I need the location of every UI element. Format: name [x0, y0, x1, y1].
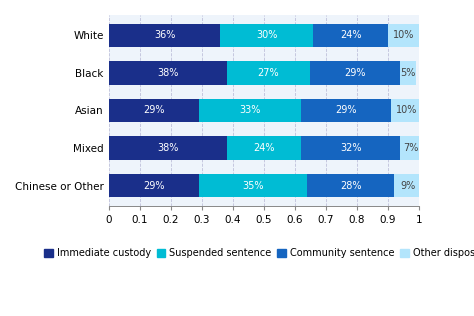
Bar [400, 137, 422, 160]
Bar [109, 174, 199, 197]
Bar [301, 99, 391, 122]
Bar [109, 24, 220, 47]
Text: 28%: 28% [340, 180, 361, 191]
Bar [109, 137, 227, 160]
Bar [313, 24, 388, 47]
Text: 29%: 29% [143, 106, 164, 115]
Text: 33%: 33% [239, 106, 261, 115]
Text: 38%: 38% [157, 143, 178, 153]
Bar [388, 24, 419, 47]
Text: 24%: 24% [340, 30, 361, 40]
Bar [227, 137, 301, 160]
Text: 29%: 29% [345, 68, 366, 78]
Text: 35%: 35% [242, 180, 264, 191]
Legend: Immediate custody, Suspended sentence, Community sentence, Other disposal: Immediate custody, Suspended sentence, C… [40, 244, 474, 262]
Bar [400, 61, 416, 84]
Bar [109, 99, 199, 122]
Bar [199, 99, 301, 122]
Bar [307, 174, 394, 197]
Text: 27%: 27% [258, 68, 279, 78]
Text: 5%: 5% [401, 68, 416, 78]
Bar [109, 61, 227, 84]
Text: 24%: 24% [253, 143, 274, 153]
Bar [310, 61, 400, 84]
Bar [391, 99, 422, 122]
Bar [227, 61, 310, 84]
Text: 10%: 10% [396, 106, 417, 115]
Bar [199, 174, 307, 197]
Text: 10%: 10% [392, 30, 414, 40]
Text: 29%: 29% [143, 180, 164, 191]
Text: 38%: 38% [157, 68, 178, 78]
Text: 36%: 36% [154, 30, 175, 40]
Text: 9%: 9% [401, 180, 416, 191]
Text: 7%: 7% [403, 143, 419, 153]
Bar [220, 24, 313, 47]
Bar [301, 137, 400, 160]
Text: 32%: 32% [340, 143, 361, 153]
Text: 29%: 29% [335, 106, 357, 115]
Text: 30%: 30% [256, 30, 278, 40]
Bar [394, 174, 422, 197]
